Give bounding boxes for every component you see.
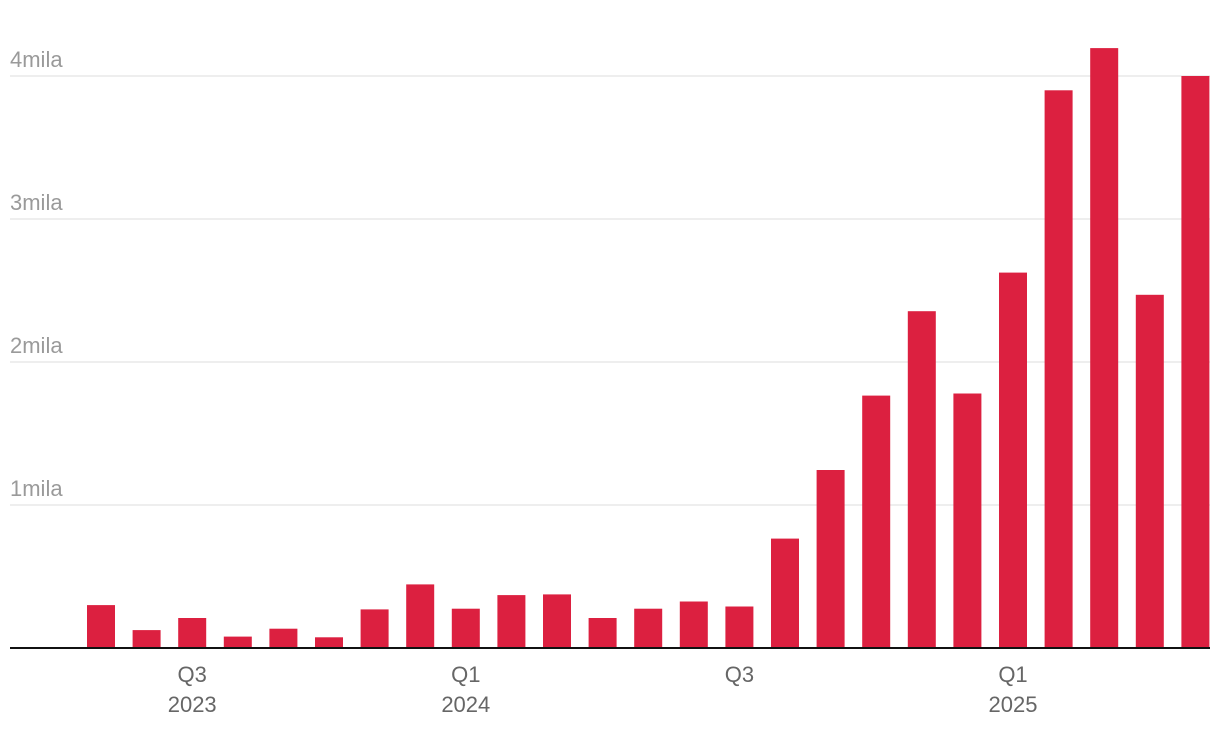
bar: [269, 628, 298, 648]
y-tick-label: 3mila: [10, 190, 63, 215]
bar: [406, 584, 435, 648]
bar: [816, 470, 845, 648]
x-tick-label: Q1: [998, 662, 1027, 687]
x-tick-year-label: 2024: [441, 692, 490, 717]
bar: [451, 608, 480, 648]
bar: [1090, 48, 1119, 649]
bars: [87, 48, 1210, 649]
bar: [725, 606, 754, 648]
bar: [223, 636, 252, 648]
bar: [360, 609, 389, 648]
x-tick-label: Q3: [178, 662, 207, 687]
bar: [132, 630, 161, 648]
bar: [1135, 294, 1164, 648]
bar: [1044, 90, 1073, 649]
bar: [543, 594, 571, 648]
bar: [907, 311, 936, 648]
bar: [953, 393, 982, 648]
bar: [999, 272, 1027, 648]
x-tick-year-label: 2023: [168, 692, 217, 717]
y-tick-label: 4mila: [10, 47, 63, 72]
x-axis-ticks: Q3 2023 Q1 2024 Q3 Q1 2025: [168, 662, 1038, 717]
x-tick-label: Q1: [451, 662, 480, 687]
bar: [315, 637, 343, 648]
bar: [87, 605, 115, 648]
bar: [497, 595, 526, 648]
gridlines: [10, 75, 1210, 506]
bar: [634, 608, 663, 648]
x-tick-label: Q3: [725, 662, 754, 687]
y-axis-ticks: 1mila 2mila 3mila 4mila: [10, 47, 63, 501]
bar: [771, 538, 799, 648]
y-tick-label: 1mila: [10, 476, 63, 501]
bar: [862, 395, 891, 648]
bar: [679, 601, 708, 648]
bar: [1181, 76, 1210, 648]
x-tick-year-label: 2025: [989, 692, 1038, 717]
y-tick-label: 2mila: [10, 333, 63, 358]
bar: [588, 618, 617, 648]
bar: [178, 618, 207, 648]
